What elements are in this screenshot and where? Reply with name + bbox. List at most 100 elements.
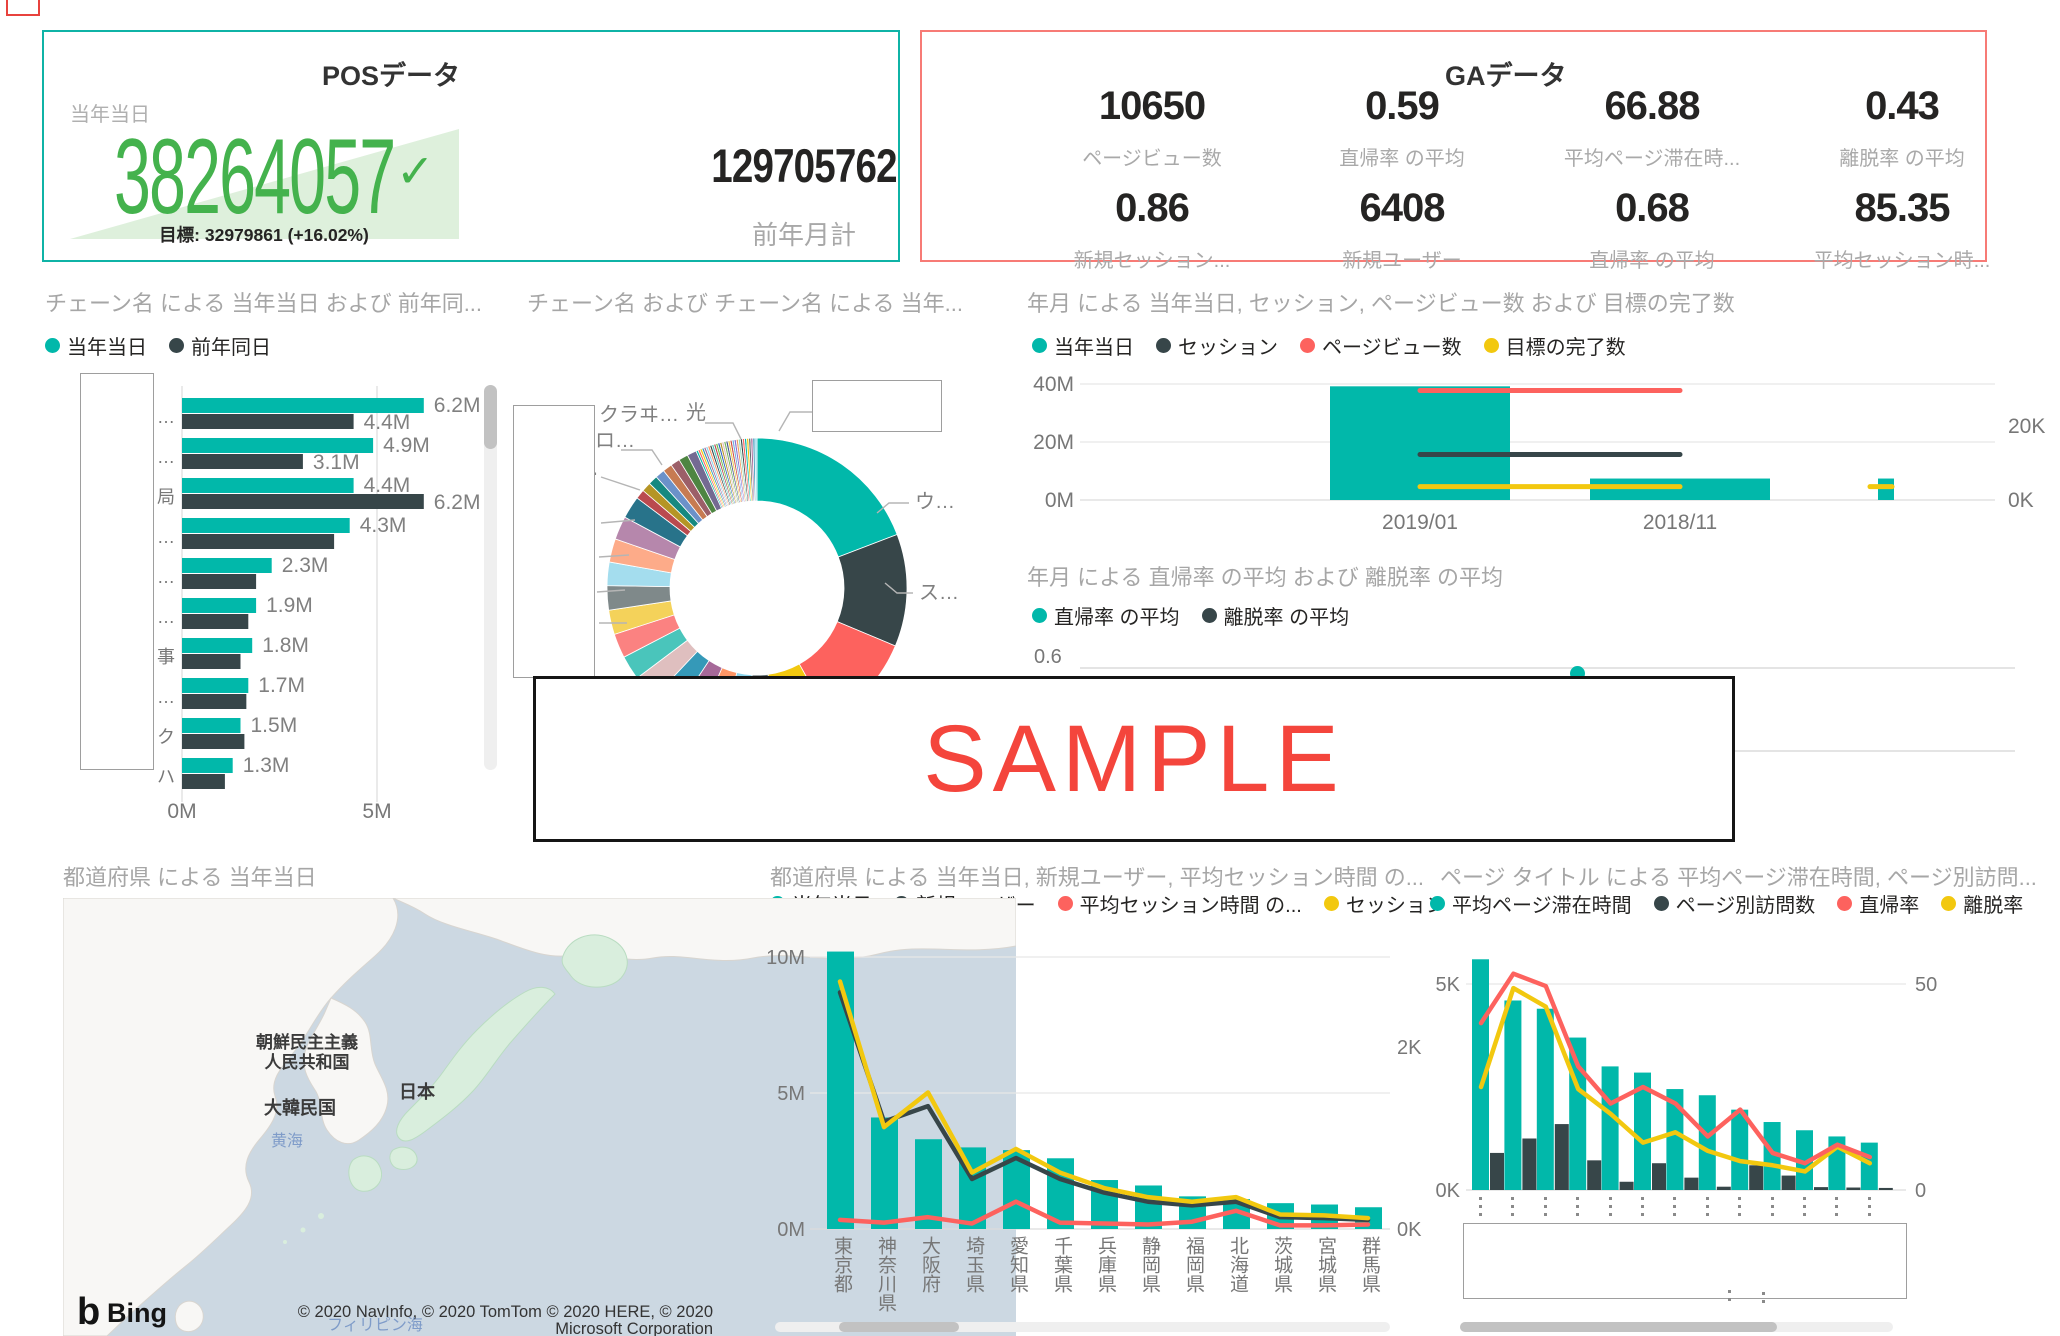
bar-current-year[interactable] (182, 598, 257, 613)
legend-label: 離脱率 (1963, 895, 2024, 917)
scrollbar-thumb[interactable] (484, 385, 497, 449)
legend-pagetitle-chart: 平均ページ滞在時間 ページ別訪問数 直帰率 離脱率 (1430, 889, 2023, 918)
redaction-box-chain-categories (80, 373, 154, 770)
legend-dot-icon (1430, 896, 1445, 911)
column-bar[interactable] (1536, 1008, 1554, 1190)
legend-item[interactable]: 直帰率 の平均 (1032, 601, 1180, 630)
donut-vertical-scrollbar[interactable] (484, 385, 497, 770)
column-bar[interactable] (1634, 1072, 1651, 1190)
pagetitle-horizontal-scrollbar[interactable] (1460, 1322, 1893, 1332)
column-bar[interactable] (1731, 1109, 1749, 1190)
column-bar[interactable] (915, 1139, 942, 1229)
bar-previous-year[interactable] (182, 574, 257, 589)
column-bar[interactable] (1860, 1142, 1878, 1190)
column-bar[interactable] (1490, 1152, 1504, 1190)
column-bar[interactable] (1698, 1095, 1716, 1190)
line-series[interactable] (837, 990, 1371, 1223)
column-bar-partial[interactable] (1878, 478, 1894, 500)
data-label: 1.5M (251, 714, 298, 737)
line-series[interactable] (837, 1199, 1371, 1228)
line-series[interactable] (837, 979, 1371, 1221)
column-bar[interactable] (1684, 1177, 1699, 1190)
bar-previous-year[interactable] (182, 654, 241, 669)
bar-current-year[interactable] (182, 718, 241, 733)
legend-item[interactable]: ページ別訪問数 (1653, 889, 1815, 918)
legend-item[interactable]: 直帰率 (1837, 889, 1919, 918)
bar-previous-year[interactable] (182, 774, 225, 789)
column-bar[interactable] (1587, 1160, 1602, 1190)
column-bar[interactable] (1522, 1138, 1537, 1191)
legend-item[interactable]: ページビュー数 (1300, 331, 1462, 360)
bar-current-year[interactable] (182, 518, 350, 533)
ga-kpi-cell: 66.88 平均ページ滞在時... (1542, 84, 1762, 171)
column-bar[interactable] (1504, 1000, 1522, 1190)
ga-kpi-cell: 0.43 離脱率 の平均 (1792, 84, 2012, 171)
column-bar[interactable] (1619, 1181, 1634, 1190)
map-attribution: Microsoft Corporation (555, 1320, 713, 1336)
donut-slice[interactable] (756, 437, 898, 558)
column-bar[interactable] (1590, 478, 1770, 500)
pos-kpi-value: 38264057 (114, 116, 396, 236)
donut-slice[interactable] (798, 621, 896, 678)
bar-previous-year[interactable] (182, 454, 303, 469)
bar-current-year[interactable] (182, 638, 253, 653)
bar-previous-year[interactable] (182, 414, 354, 429)
legend-item[interactable]: 目標の完了数 (1483, 331, 1626, 360)
legend-dot-icon (1156, 338, 1171, 353)
column-bar[interactable] (1716, 1186, 1731, 1190)
column-bar[interactable] (1814, 1187, 1828, 1190)
legend-item[interactable]: 平均セッション時間 の... (1057, 889, 1302, 918)
prefecture-horizontal-scrollbar[interactable] (775, 1322, 1390, 1332)
legend-item[interactable]: セッション (1156, 331, 1278, 360)
bar-current-year[interactable] (182, 758, 233, 773)
bar-current-year[interactable] (182, 478, 354, 493)
bar-previous-year[interactable] (182, 534, 335, 549)
x-axis-label: 千葉県 (1051, 1236, 1072, 1293)
ga-kpi-value: 0.43 (1865, 84, 1940, 128)
column-bar[interactable] (1652, 1163, 1666, 1190)
column-bar[interactable] (1666, 1089, 1684, 1190)
legend-item[interactable]: 当年当日 (45, 331, 147, 360)
line-series[interactable] (1478, 985, 1873, 1174)
column-bar[interactable] (1601, 1066, 1619, 1190)
legend-item[interactable]: 平均ページ滞在時間 (1430, 889, 1632, 918)
map-visual[interactable]: 朝鮮民主主義 人民共和国 大韓民国 日本 黄海 フィリピン海 b Bing © 2020 Nav… (63, 898, 1016, 1336)
line-series[interactable] (1478, 971, 1873, 1166)
column-bar[interactable] (1878, 1187, 1893, 1190)
category-label-fragment: … (157, 407, 175, 427)
legend-item[interactable]: 当年当日 (1032, 331, 1134, 360)
bar-previous-year[interactable] (182, 494, 424, 509)
column-bar[interactable] (871, 1117, 898, 1229)
column-bar[interactable] (1749, 1165, 1764, 1190)
ga-kpi-cell: 0.68 直帰率 の平均 (1542, 186, 1762, 273)
legend-item[interactable]: 離脱率 (1941, 889, 2023, 918)
legend-item[interactable]: 離脱率 の平均 (1201, 601, 1349, 630)
bar-previous-year[interactable] (182, 694, 247, 709)
bar-current-year[interactable] (182, 438, 374, 453)
column-bar[interactable] (1763, 1122, 1781, 1190)
column-bar[interactable] (1846, 1187, 1861, 1190)
scrollbar-thumb[interactable] (1460, 1322, 1777, 1332)
map-land-hokkaido (561, 934, 628, 988)
legend-item[interactable]: セッション (1323, 889, 1446, 918)
column-bar[interactable] (1330, 386, 1510, 500)
column-bar[interactable] (1554, 1124, 1569, 1190)
donut-slice[interactable] (767, 663, 830, 678)
column-bar[interactable] (1781, 1175, 1796, 1190)
bar-current-year[interactable] (182, 398, 424, 413)
legend-item[interactable]: 前年同日 (169, 331, 271, 360)
bar-previous-year[interactable] (182, 734, 245, 749)
map-label-north-korea: 人民共和国 (265, 1053, 350, 1072)
column-bar[interactable] (1796, 1130, 1813, 1190)
bar-previous-year[interactable] (182, 614, 249, 629)
donut-slice[interactable] (754, 437, 758, 502)
data-label: 4.3M (360, 514, 407, 537)
bar-current-year[interactable] (182, 678, 249, 693)
bar-current-year[interactable] (182, 558, 272, 573)
x-axis-label: 福岡県 (1183, 1236, 1204, 1293)
scrollbar-thumb[interactable] (839, 1322, 959, 1332)
legend-dot-icon (1483, 338, 1499, 353)
map-land-china (63, 898, 399, 1336)
legend-dot-icon (1941, 896, 1957, 911)
legend-label: 平均セッション時間 の... (1079, 895, 1302, 917)
